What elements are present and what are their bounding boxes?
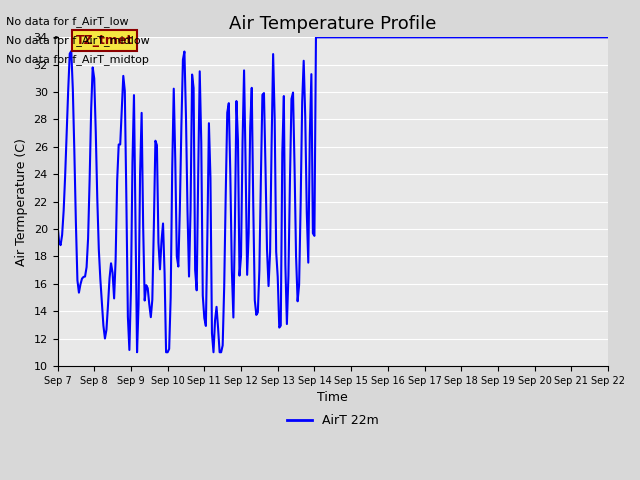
Text: No data for f_AirT_midtop: No data for f_AirT_midtop (6, 54, 149, 65)
Legend: AirT 22m: AirT 22m (282, 409, 383, 432)
X-axis label: Time: Time (317, 391, 348, 404)
Text: No data for f_AirT_low: No data for f_AirT_low (6, 16, 129, 27)
Y-axis label: Air Termperature (C): Air Termperature (C) (15, 138, 28, 265)
Text: No data for f_AirT_midlow: No data for f_AirT_midlow (6, 35, 150, 46)
Title: Air Temperature Profile: Air Temperature Profile (229, 15, 436, 33)
Text: TZ_tmet: TZ_tmet (76, 34, 133, 47)
